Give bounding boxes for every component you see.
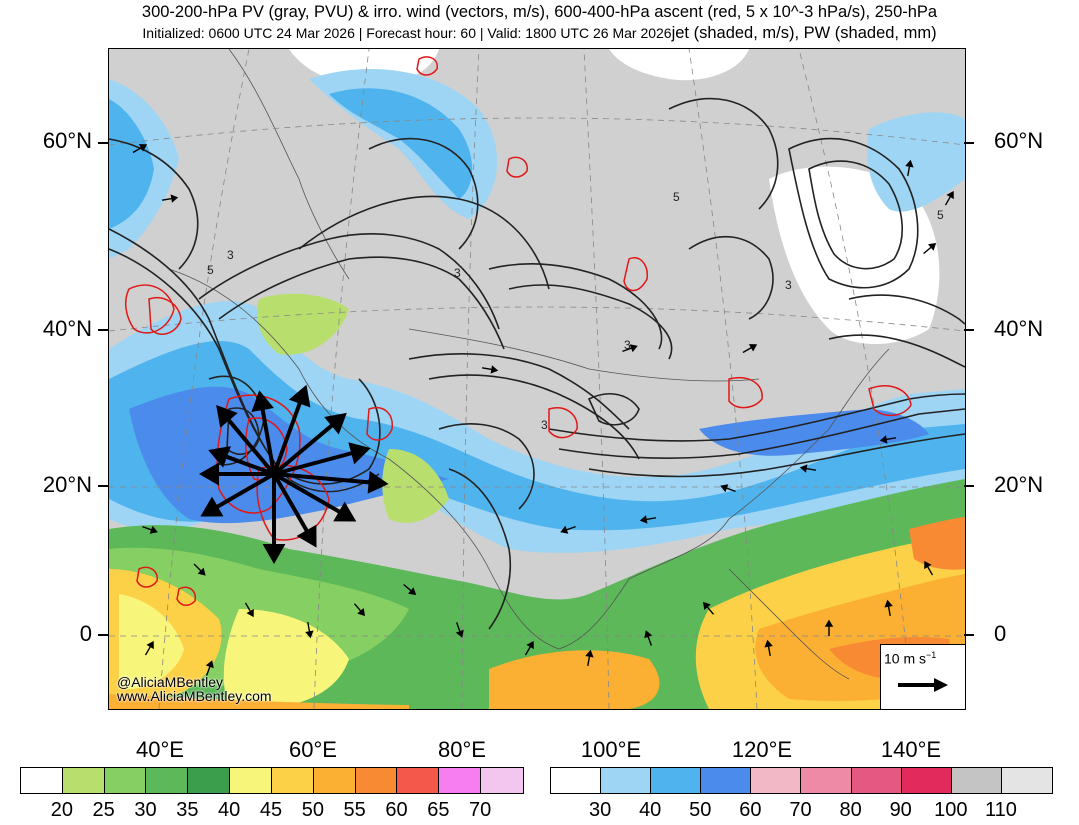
wind-vectors-outflow [198, 384, 389, 565]
lat-tick [98, 329, 108, 331]
pv-contours [109, 97, 965, 630]
contour-label: 5 [937, 208, 944, 222]
pw-colorbar-tick-label: 35 [176, 799, 199, 821]
pw-colorbar-swatch [439, 768, 482, 793]
jet-colorbar-tick-label: 30 [588, 799, 612, 821]
jet-colorbar-swatch [801, 768, 852, 793]
chart-title-line2: Initialized: 0600 UTC 24 Mar 2026 | Fore… [0, 24, 1079, 43]
title-jet-tail: jet (shaded, m/s), PW (shaded, mm) [671, 24, 937, 42]
chart-title-line1: 300-200-hPa PV (gray, PVU) & irro. wind … [141, 3, 938, 21]
contour-label: 3 [624, 338, 631, 352]
lat-tick [98, 142, 108, 144]
lon-label: 100°E [580, 737, 642, 762]
lat-label-left: 60°N [42, 128, 92, 153]
lat-label-right: 40°N [994, 316, 1044, 341]
lat-tick [98, 485, 108, 487]
pw-colorbar-tick-label: 25 [92, 799, 115, 821]
lon-label: 120°E [731, 737, 793, 762]
ref-label-text: 10 m s [884, 650, 927, 667]
coastlines [168, 49, 890, 680]
jet-colorbar-swatch [551, 768, 602, 793]
pw-colorbar-tick-label: 30 [134, 799, 157, 821]
pw-colorbar-swatch [271, 768, 314, 793]
jet-colorbar-tick-label: 60 [739, 799, 762, 821]
lon-label: 60°E [289, 737, 337, 762]
jet-colorbar-tick-label: 90 [889, 799, 912, 821]
jet-colorbar-tick-label: 50 [689, 799, 712, 821]
jet-colorbar-swatch [901, 768, 952, 793]
lat-tick [964, 485, 974, 487]
jet-colorbar-swatch [701, 768, 752, 793]
pw-colorbar-tick-label: 45 [259, 799, 283, 821]
lat-label-left: 40°N [42, 316, 92, 341]
pw-colorbar-tick-label: 40 [218, 799, 241, 821]
contour-label: 3 [227, 248, 234, 262]
pw-colorbar-tick-label: 20 [50, 799, 73, 821]
jet-colorbar-swatch [601, 768, 652, 793]
lon-label: 80°E [438, 737, 486, 762]
lon-label: 40°E [136, 737, 184, 762]
graticule-lines [109, 49, 965, 709]
credit-handle: @AliciaMBentley [117, 674, 224, 690]
jet-colorbar-tick-label: 80 [839, 799, 862, 821]
pw-colorbar-tick-label: 50 [301, 799, 324, 821]
lat-tick [98, 634, 108, 636]
lat-tick [964, 142, 974, 144]
lat-label-right: 0 [994, 621, 1007, 646]
jet-colorbar [550, 767, 1053, 794]
lat-tick [964, 634, 974, 636]
pw-colorbar-tick-label: 55 [343, 799, 366, 821]
weather-map: 3 5 3 3 3 5 5 3 [108, 48, 966, 710]
reference-vector-label: 10 m s−1 [884, 650, 936, 667]
lat-label-right: 60°N [994, 128, 1044, 153]
pw-colorbar-tick-label: 70 [469, 799, 492, 821]
pw-colorbar-swatch [355, 768, 398, 793]
lat-label-left: 20°N [42, 472, 92, 497]
reference-vector-box [880, 644, 966, 710]
contour-label: 5 [207, 263, 214, 277]
contour-label: 3 [541, 418, 548, 432]
pw-colorbar-swatch [313, 768, 356, 793]
pw-colorbar [20, 767, 524, 794]
contour-label: 5 [673, 190, 680, 204]
jet-colorbar-tick-label: 110 [984, 799, 1017, 821]
pw-colorbar-tick-label: 65 [427, 799, 450, 821]
pw-colorbar-swatch [104, 768, 147, 793]
ref-label-exponent: −1 [926, 650, 937, 660]
pw-shading [109, 293, 965, 709]
jet-colorbar-tick-label: 100 [934, 799, 968, 821]
pw-colorbar-swatch [146, 768, 189, 793]
jet-colorbar-swatch [851, 768, 902, 793]
jet-colorbar-swatch [1001, 768, 1052, 793]
jet-colorbar-tick-label: 40 [639, 799, 662, 821]
jet-colorbar-tick-label: 70 [789, 799, 812, 821]
credit-url: www.AliciaMBentley.com [117, 688, 272, 704]
pw-colorbar-swatch [62, 768, 105, 793]
pw-colorbar-swatch [481, 768, 523, 793]
pw-colorbar-swatch [188, 768, 231, 793]
lat-label-left: 0 [79, 621, 92, 646]
pw-colorbar-swatch [397, 768, 440, 793]
lat-label-right: 20°N [994, 472, 1044, 497]
init-valid-text: Initialized: 0600 UTC 24 Mar 2026 | Fore… [142, 25, 672, 41]
lat-tick [964, 329, 974, 331]
jet-colorbar-swatch [651, 768, 702, 793]
jet-colorbar-swatch [951, 768, 1002, 793]
pw-colorbar-swatch [230, 768, 272, 793]
pw-colorbar-tick-label: 60 [385, 799, 408, 821]
contour-label: 3 [454, 266, 461, 280]
lon-label: 140°E [880, 737, 942, 762]
reference-vector-arrow [898, 678, 948, 692]
jet-colorbar-swatch [751, 768, 802, 793]
pw-colorbar-swatch [21, 768, 63, 793]
contour-label: 3 [785, 278, 792, 292]
map-field-svg: 3 5 3 3 3 5 5 3 [109, 49, 965, 709]
wind-vectors-small [132, 144, 954, 676]
